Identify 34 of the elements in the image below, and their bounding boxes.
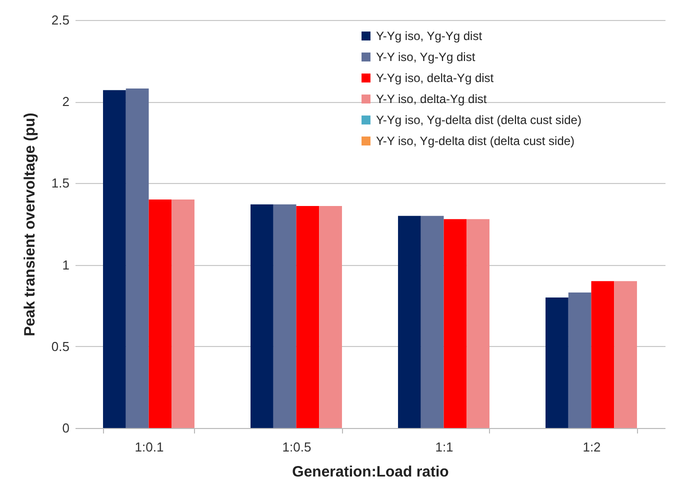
bar bbox=[172, 200, 194, 428]
bar bbox=[568, 292, 592, 428]
bar bbox=[546, 297, 568, 428]
bar bbox=[398, 216, 421, 428]
legend-label: Y-Yg iso, Yg-delta dist (delta cust side) bbox=[376, 113, 582, 127]
y-tick-label: 2.5 bbox=[51, 12, 70, 28]
bar bbox=[148, 200, 172, 428]
bar bbox=[103, 90, 126, 428]
y-axis-title: Peak transient overvoltage (pu) bbox=[21, 112, 38, 336]
x-tick-label: 1:1 bbox=[435, 440, 454, 454]
y-tick-label: 0.5 bbox=[51, 338, 70, 354]
bar bbox=[273, 204, 296, 428]
bar bbox=[591, 281, 614, 428]
bar bbox=[296, 206, 320, 428]
bar bbox=[466, 219, 490, 428]
bar bbox=[444, 219, 467, 428]
bar bbox=[319, 206, 342, 428]
bar bbox=[420, 216, 444, 428]
x-tick-label: 1:0.1 bbox=[134, 440, 164, 454]
legend-label: Y-Yg iso, Yg-Yg dist bbox=[376, 29, 483, 43]
y-tick-label: 1 bbox=[62, 257, 70, 272]
y-tick-label: 0 bbox=[62, 420, 70, 436]
legend-label: Y-Y iso, Yg-delta dist (delta cust side) bbox=[376, 134, 575, 148]
x-tick-label: 1:0.5 bbox=[282, 440, 312, 454]
y-tick-label: 1.5 bbox=[51, 176, 70, 191]
bar bbox=[250, 204, 274, 428]
legend-label: Y-Yg iso, delta-Yg dist bbox=[376, 71, 494, 85]
legend-label: Y-Y iso, delta-Yg dist bbox=[376, 92, 488, 106]
bar bbox=[126, 88, 149, 428]
x-tick-label: 1:2 bbox=[582, 440, 601, 454]
y-tick-label: 2 bbox=[62, 94, 70, 110]
legend-label: Y-Y iso, Yg-Yg dist bbox=[376, 50, 476, 64]
bar bbox=[614, 281, 637, 428]
x-axis-title: Generation:Load ratio bbox=[292, 464, 449, 480]
